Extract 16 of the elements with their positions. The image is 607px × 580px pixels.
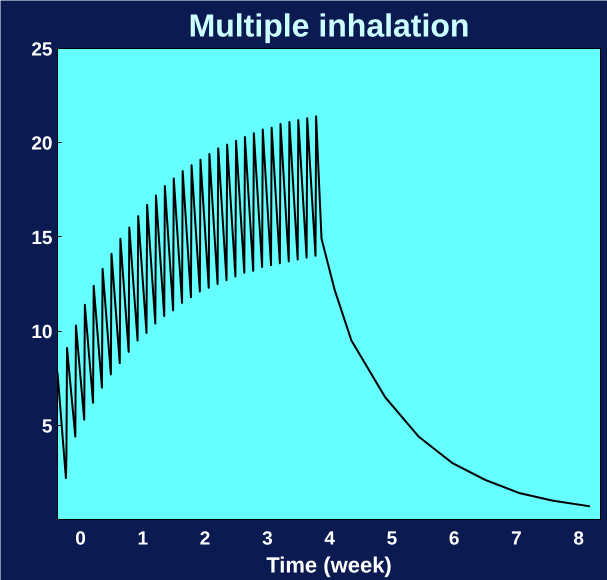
- x-tick-label: 2: [200, 528, 210, 550]
- y-tick-label: 10: [31, 322, 53, 344]
- y-tick-label: 25: [31, 40, 53, 60]
- x-tick-label: 8: [573, 528, 584, 550]
- x-axis-title: Time (week): [266, 552, 392, 578]
- y-tick-label: 20: [31, 134, 53, 155]
- chart-title: Multiple inhalation: [188, 8, 470, 44]
- x-tick-label: 5: [386, 528, 398, 550]
- x-tick-label: 7: [511, 528, 522, 550]
- x-tick-label: 3: [262, 528, 273, 550]
- x-tick-label: 6: [448, 528, 460, 550]
- y-tick-label: 15: [31, 228, 53, 249]
- y-tick-label: 5: [42, 416, 53, 438]
- x-tick-label: 0: [75, 528, 86, 550]
- x-tick-label: 4: [324, 528, 336, 550]
- x-tick-label: 1: [138, 528, 149, 550]
